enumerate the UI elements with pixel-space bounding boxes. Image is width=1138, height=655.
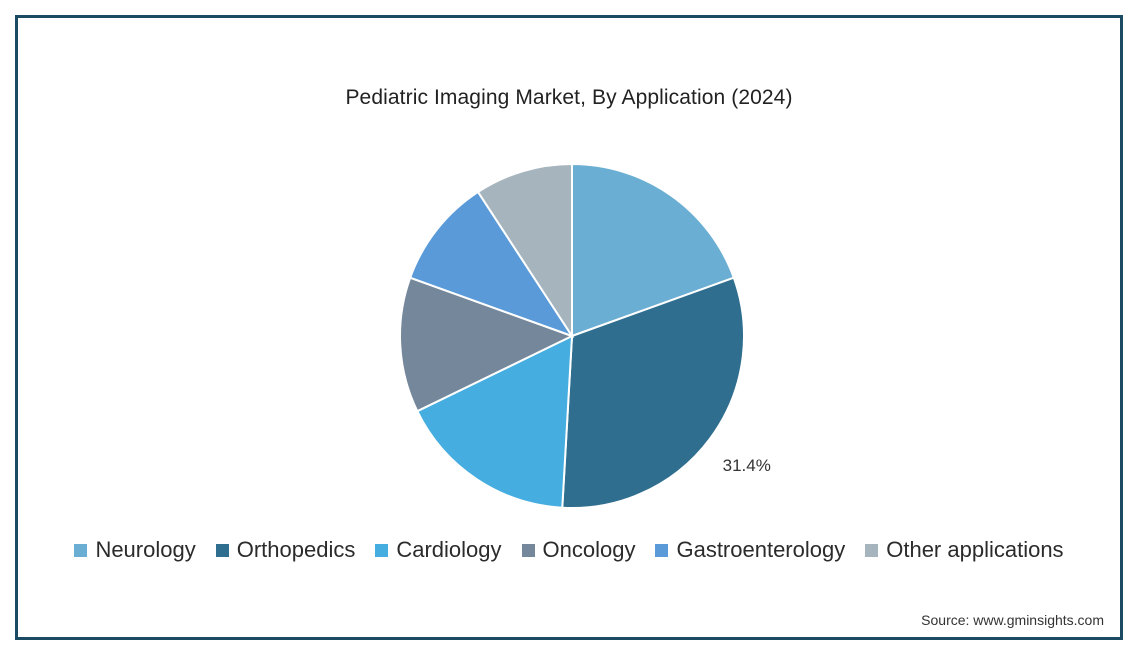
legend-label: Cardiology <box>396 537 502 562</box>
pie-labels: 31.4% <box>723 456 771 475</box>
pie-slice-gastroenterology <box>408 190 575 338</box>
legend-swatch-icon <box>521 543 535 557</box>
legend-item-gastroenterology: Gastroenterology <box>655 537 845 563</box>
legend-swatch-icon <box>74 543 88 557</box>
legend-swatch-icon <box>655 543 669 557</box>
legend-label: Orthopedics <box>236 537 356 562</box>
legend-item-oncology: Oncology <box>521 537 636 563</box>
legend: Neurology Orthopedics Cardiology Oncology Ga… <box>0 537 1138 563</box>
legend-item-orthopedics: Orthopedics <box>215 537 356 563</box>
chart-title: Pediatric Imaging Market, By Application… <box>345 86 793 109</box>
legend-item-other-applications: Other applications <box>865 537 1064 563</box>
legend-label: Other applications <box>886 537 1064 562</box>
pie-slice-neurology <box>571 162 736 338</box>
legend-item-neurology: Neurology <box>74 537 196 563</box>
legend-label: Neurology <box>95 537 196 562</box>
pie-slice-orthopedics <box>561 276 745 509</box>
legend-swatch-icon <box>215 543 229 557</box>
legend-label: Gastroenterology <box>676 537 846 562</box>
pie-slice-oncology <box>399 276 575 413</box>
pie-slice-cardiology <box>415 334 574 509</box>
pie-slices <box>399 162 745 509</box>
legend-label: Oncology <box>542 537 636 562</box>
legend-swatch-icon <box>375 543 389 557</box>
pie-slice-other-applications <box>476 162 573 340</box>
source-note: Source: www.gminsights.com <box>921 612 1104 628</box>
legend-item-cardiology: Cardiology <box>375 537 502 563</box>
legend-swatch-icon <box>865 543 879 557</box>
data-label-orthopedics: 31.4% <box>723 456 771 475</box>
